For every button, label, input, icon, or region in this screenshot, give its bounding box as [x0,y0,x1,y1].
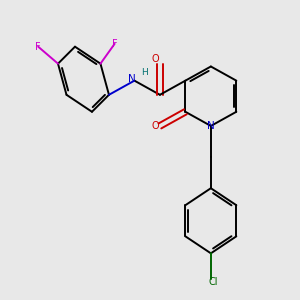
Text: F: F [35,42,41,52]
Text: H: H [141,68,148,77]
Text: O: O [152,121,160,131]
Text: N: N [207,121,215,131]
Text: N: N [128,74,136,84]
Text: F: F [112,39,117,49]
Text: O: O [152,54,160,64]
Text: Cl: Cl [209,277,218,286]
